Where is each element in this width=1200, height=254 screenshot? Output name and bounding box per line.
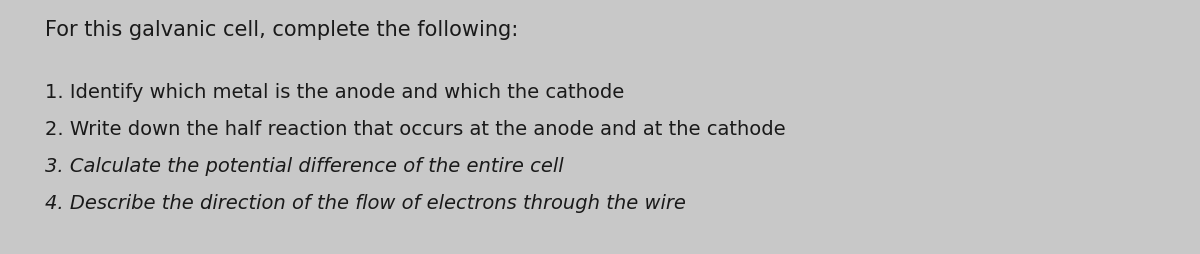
Text: 2. Write down the half reaction that occurs at the anode and at the cathode: 2. Write down the half reaction that occ… [46, 120, 786, 138]
Text: For this galvanic cell, complete the following:: For this galvanic cell, complete the fol… [46, 20, 518, 40]
Text: 1. Identify which metal is the anode and which the cathode: 1. Identify which metal is the anode and… [46, 83, 624, 102]
Text: 3. Calculate the potential difference of the entire cell: 3. Calculate the potential difference of… [46, 156, 564, 175]
Text: 4. Describe the direction of the flow of electrons through the wire: 4. Describe the direction of the flow of… [46, 193, 686, 212]
